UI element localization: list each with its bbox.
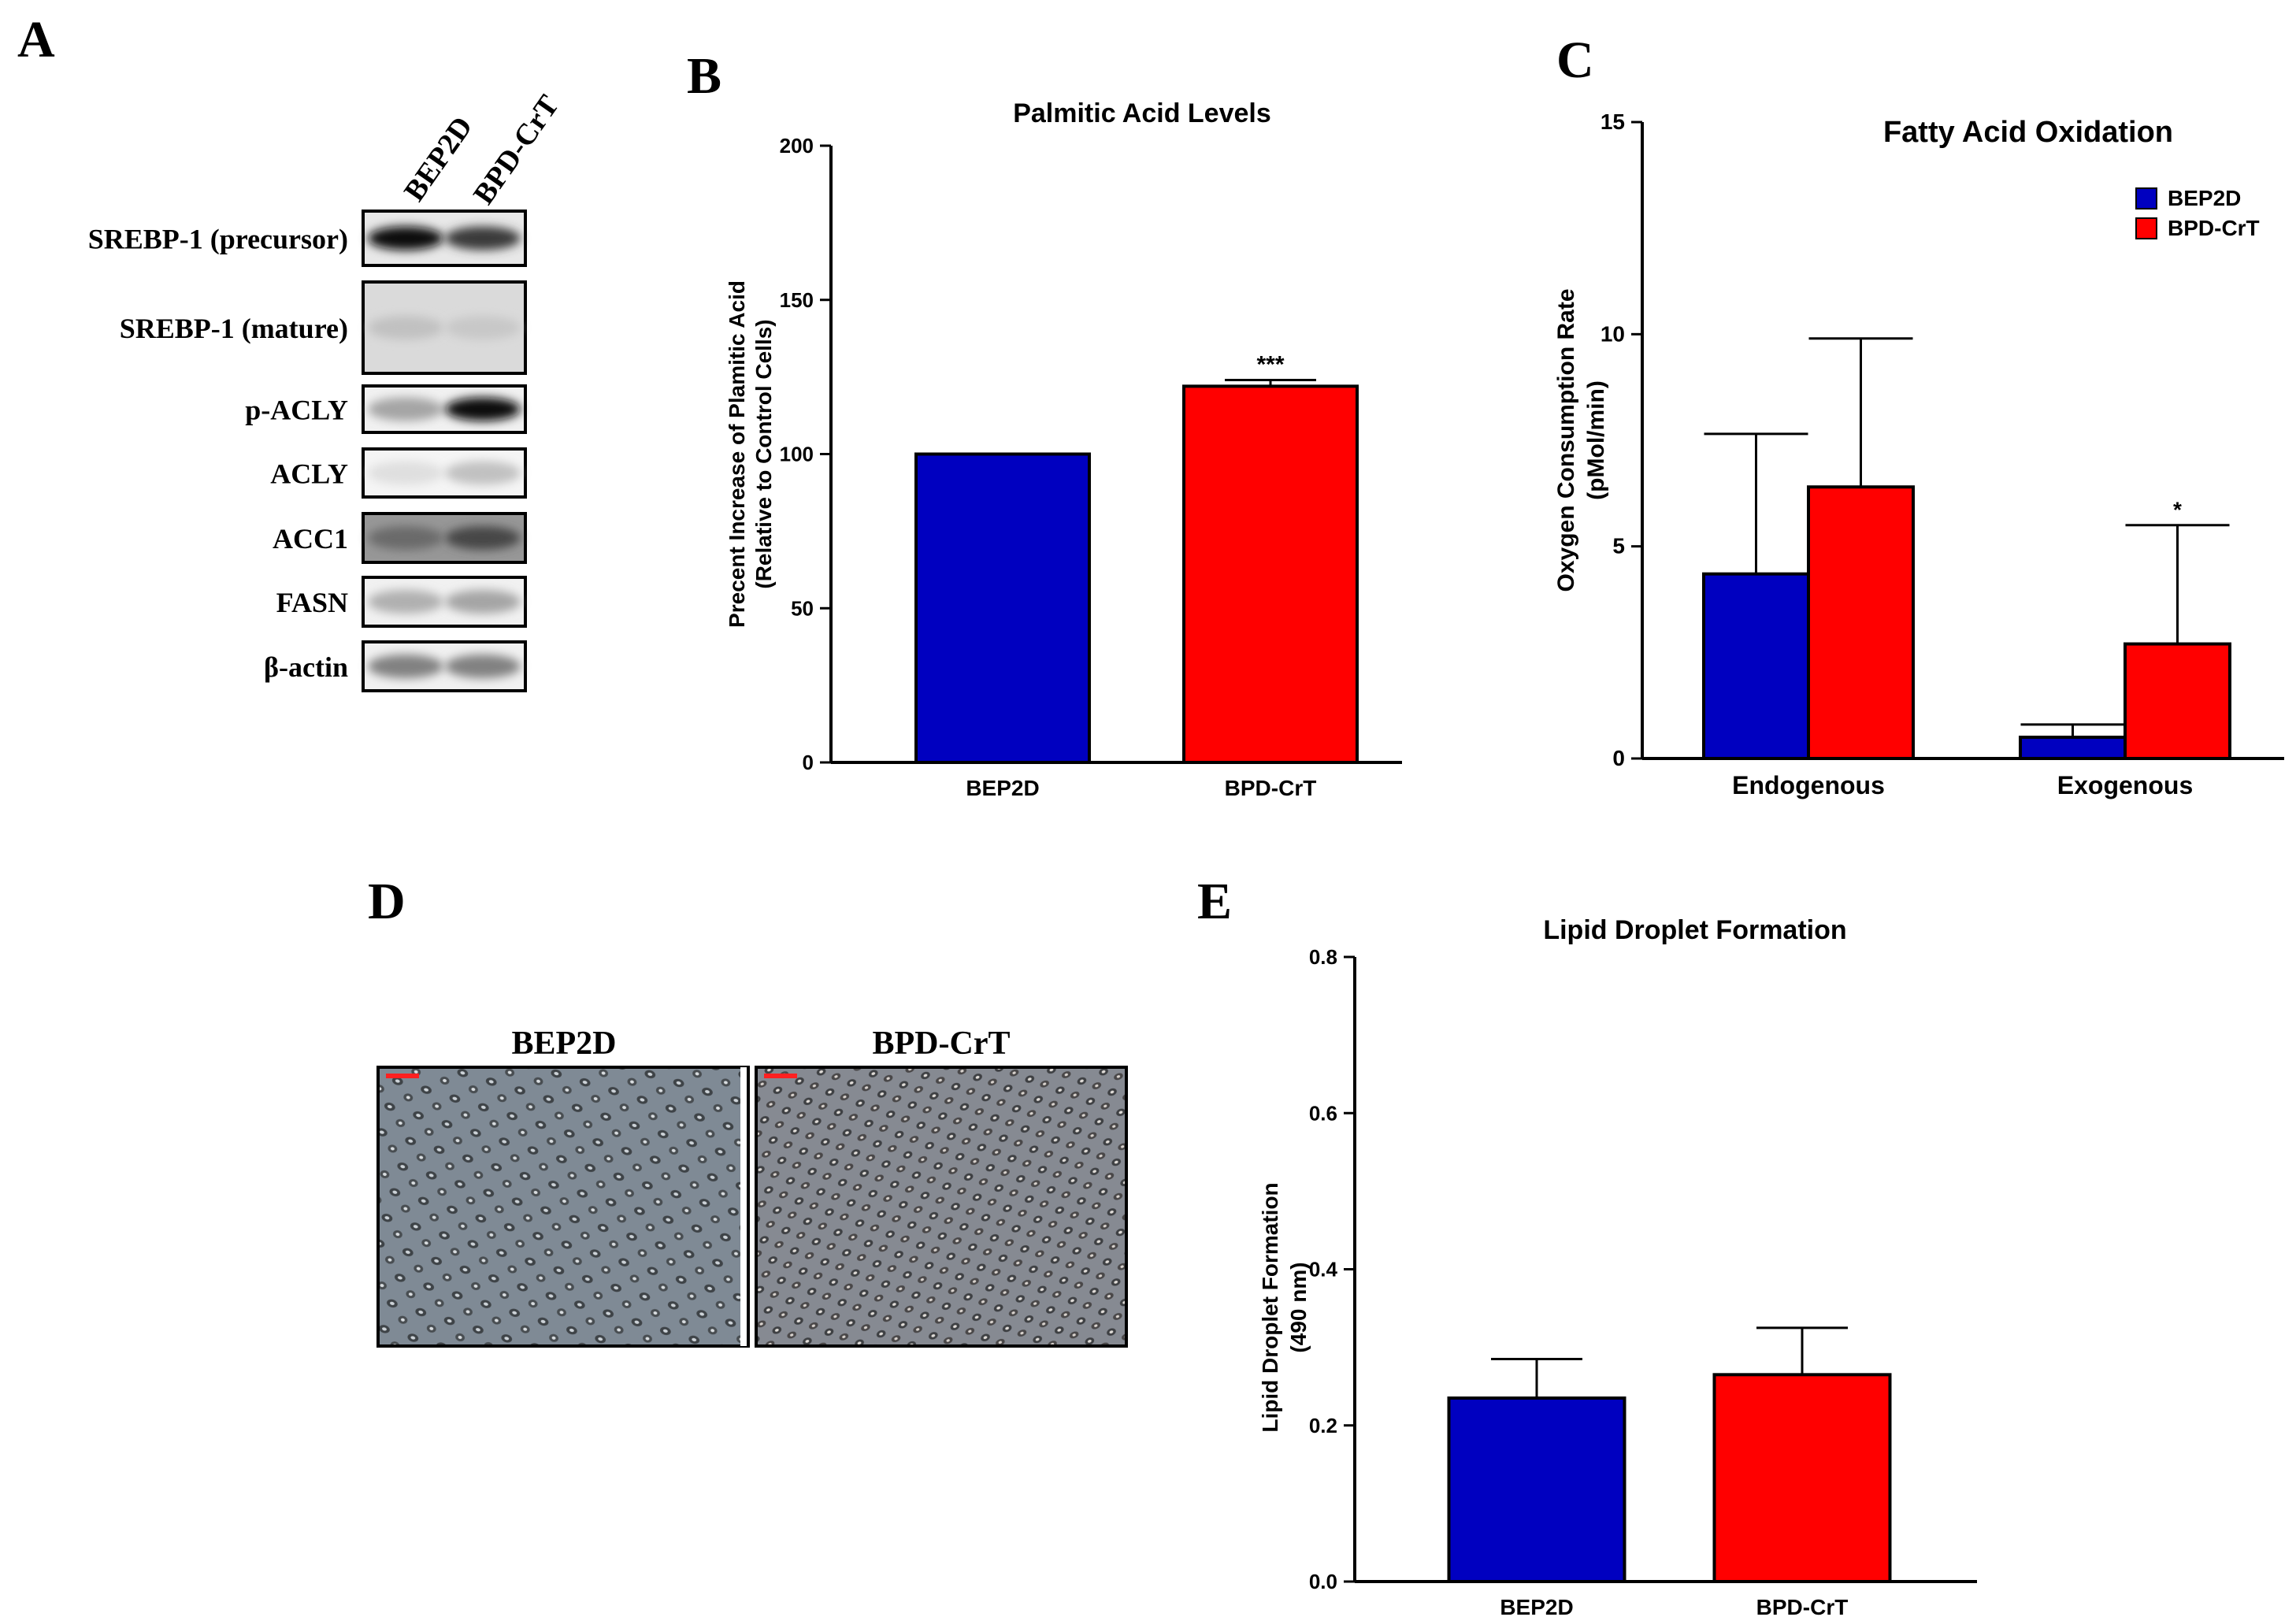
blot-lane-label-bep2d: BEP2D bbox=[398, 110, 479, 207]
y-axis-label: (pMol/min) bbox=[1583, 380, 1609, 500]
panel-label-c: C bbox=[1556, 32, 1594, 89]
y-tick-label: 200 bbox=[780, 134, 814, 158]
bar-bpd-crt bbox=[1807, 485, 1915, 761]
blot-band bbox=[368, 316, 443, 339]
legend-label: BEP2D bbox=[2168, 186, 2241, 210]
y-tick-label: 0.4 bbox=[1309, 1258, 1338, 1281]
micrograph-panel: BEP2D BPD-CrT bbox=[376, 1025, 1128, 1348]
scale-bar-bpdcrt bbox=[764, 1074, 797, 1078]
micrograph-image-bpdcrt bbox=[755, 1066, 1128, 1348]
blot-band bbox=[445, 655, 521, 678]
blot-row-label: SREBP-1 (mature) bbox=[120, 313, 348, 344]
legend-label: BPD-CrT bbox=[2168, 216, 2260, 240]
blot-band bbox=[368, 226, 443, 250]
blot-band bbox=[368, 461, 443, 485]
y-tick-label: 10 bbox=[1601, 321, 1625, 346]
micrograph-image-bep2d bbox=[376, 1066, 750, 1348]
micrograph-title-bpdcrt: BPD-CrT bbox=[873, 1025, 1011, 1062]
x-tick-label: BEP2D bbox=[966, 776, 1039, 800]
blot-band bbox=[445, 316, 521, 339]
y-tick-label: 5 bbox=[1612, 534, 1625, 558]
y-tick-label: 15 bbox=[1601, 109, 1625, 134]
blot-band bbox=[445, 397, 521, 421]
y-tick-label: 0.0 bbox=[1309, 1570, 1337, 1593]
y-axis-label: Lipid Droplet Formation bbox=[1258, 1182, 1282, 1432]
y-tick-label: 150 bbox=[780, 288, 814, 312]
y-axis-label: Oxygen Consumption Rate bbox=[1553, 288, 1579, 592]
y-tick-label: 0 bbox=[803, 751, 814, 774]
chart-title: Palmitic Acid Levels bbox=[1013, 98, 1271, 128]
chart-title: Lipid Droplet Formation bbox=[1543, 915, 1846, 945]
legend-swatch bbox=[2135, 187, 2157, 210]
y-axis-label: Precent Increase of Plamitic Acid bbox=[725, 280, 749, 628]
chart-title: Fatty Acid Oxidation bbox=[1883, 116, 2173, 149]
legend-swatch bbox=[2135, 217, 2157, 239]
y-tick-label: 0.2 bbox=[1309, 1414, 1337, 1437]
y-tick-label: 0.6 bbox=[1309, 1101, 1337, 1125]
bar-bep2d bbox=[1702, 572, 1810, 760]
blot-row-label: ACLY bbox=[270, 458, 348, 490]
panel-label-d: D bbox=[368, 873, 406, 930]
bar-bep2d bbox=[2019, 736, 2127, 760]
bar-bep2d bbox=[914, 452, 1091, 764]
x-tick-label: Endogenous bbox=[1732, 771, 1885, 799]
x-tick-label: Exogenous bbox=[2057, 771, 2193, 799]
blot-band bbox=[445, 461, 521, 485]
micrograph-title-bep2d: BEP2D bbox=[511, 1025, 616, 1062]
y-tick-label: 0.8 bbox=[1309, 945, 1337, 969]
y-axis-label: (490 nm) bbox=[1286, 1262, 1311, 1352]
chart-e-lipid-droplet: Lipid Droplet Formation 0.0 0.2 0.4 0.6 0.8 Li… bbox=[1258, 915, 1977, 1617]
bar-bpd-crt bbox=[2124, 642, 2231, 760]
panel-label-a: A bbox=[17, 11, 55, 69]
bar-bpd-crt bbox=[1712, 1373, 1892, 1583]
panel-label-b: B bbox=[687, 47, 721, 105]
y-tick-label: 100 bbox=[780, 443, 814, 466]
blot-row-label: SREBP-1 (precursor) bbox=[88, 224, 348, 255]
blot-band bbox=[445, 226, 521, 250]
micrograph-divider-left bbox=[747, 1067, 750, 1346]
blot-row-label: FASN bbox=[276, 587, 348, 618]
blot-row-label: p-ACLY bbox=[245, 395, 348, 426]
blot-band bbox=[368, 397, 443, 421]
bar-bep2d bbox=[1447, 1396, 1626, 1584]
panel-label-e: E bbox=[1197, 873, 1232, 930]
y-axis-label: (Relative to Control Cells) bbox=[751, 319, 776, 588]
blot-band bbox=[445, 590, 521, 614]
blot-row-label: ACC1 bbox=[273, 523, 348, 554]
western-blot-panel: BEP2D BPD-CrT SREBP-1 (precursor) SREBP-1… bbox=[88, 89, 566, 692]
blot-row-label: β-actin bbox=[264, 651, 348, 683]
blot-lane-label-bpdcrt: BPD-CrT bbox=[467, 89, 566, 210]
y-tick-label: 50 bbox=[791, 596, 814, 620]
blot-band bbox=[368, 590, 443, 614]
bar-bpd-crt bbox=[1182, 384, 1359, 764]
blot-band bbox=[368, 655, 443, 678]
chart-c-fatty-acid-oxidation: Fatty Acid Oxidation 0 5 10 15 Oxygen Consump… bbox=[1553, 109, 2284, 799]
significance-marker: *** bbox=[1256, 352, 1284, 378]
significance-marker: * bbox=[2173, 498, 2182, 522]
scale-bar-bep2d bbox=[386, 1074, 419, 1078]
x-tick-label: BEP2D bbox=[1500, 1595, 1573, 1617]
blot-band bbox=[445, 526, 521, 550]
y-tick-label: 0 bbox=[1612, 746, 1625, 770]
chart-b-palmitic-acid: Palmitic Acid Levels 0 50 100 150 200 Precent … bbox=[725, 98, 1402, 800]
blot-band bbox=[368, 526, 443, 550]
x-tick-label: BPD-CrT bbox=[1225, 776, 1317, 800]
micrograph-divider-right bbox=[755, 1067, 758, 1346]
x-tick-label: BPD-CrT bbox=[1756, 1595, 1849, 1617]
